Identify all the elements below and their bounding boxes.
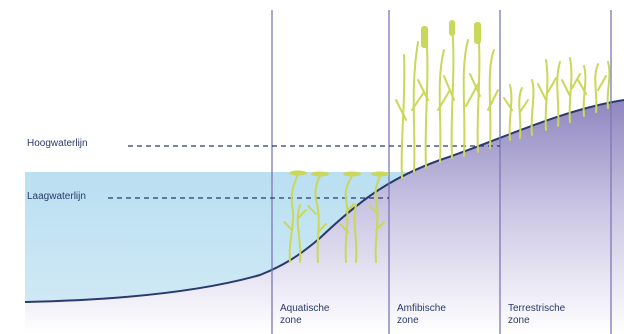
zone-name: Aquatische [280,303,330,314]
low-water-label: Laagwaterlijn [27,191,86,202]
riverbank-ground [25,100,624,334]
zone-name: Amfibische [397,303,446,314]
cattail-heads [421,20,481,48]
zone-label-terrestrial: Terrestrische zone [508,303,565,327]
zone-suffix: zone [397,315,419,326]
zone-suffix: zone [508,315,530,326]
water-lily-leaves [289,170,389,177]
zone-suffix: zone [280,315,302,326]
high-water-label: Hoogwaterlijn [27,138,88,149]
zone-label-amphibious: Amfibische zone [397,303,446,327]
bank-outline [24,99,624,303]
terrestrial-plants [503,57,611,141]
zone-label-aquatic: Aquatische zone [280,303,329,327]
aquatic-plants [283,173,385,263]
amphibious-reeds [395,24,499,179]
zone-name: Terrestrische [508,303,566,314]
